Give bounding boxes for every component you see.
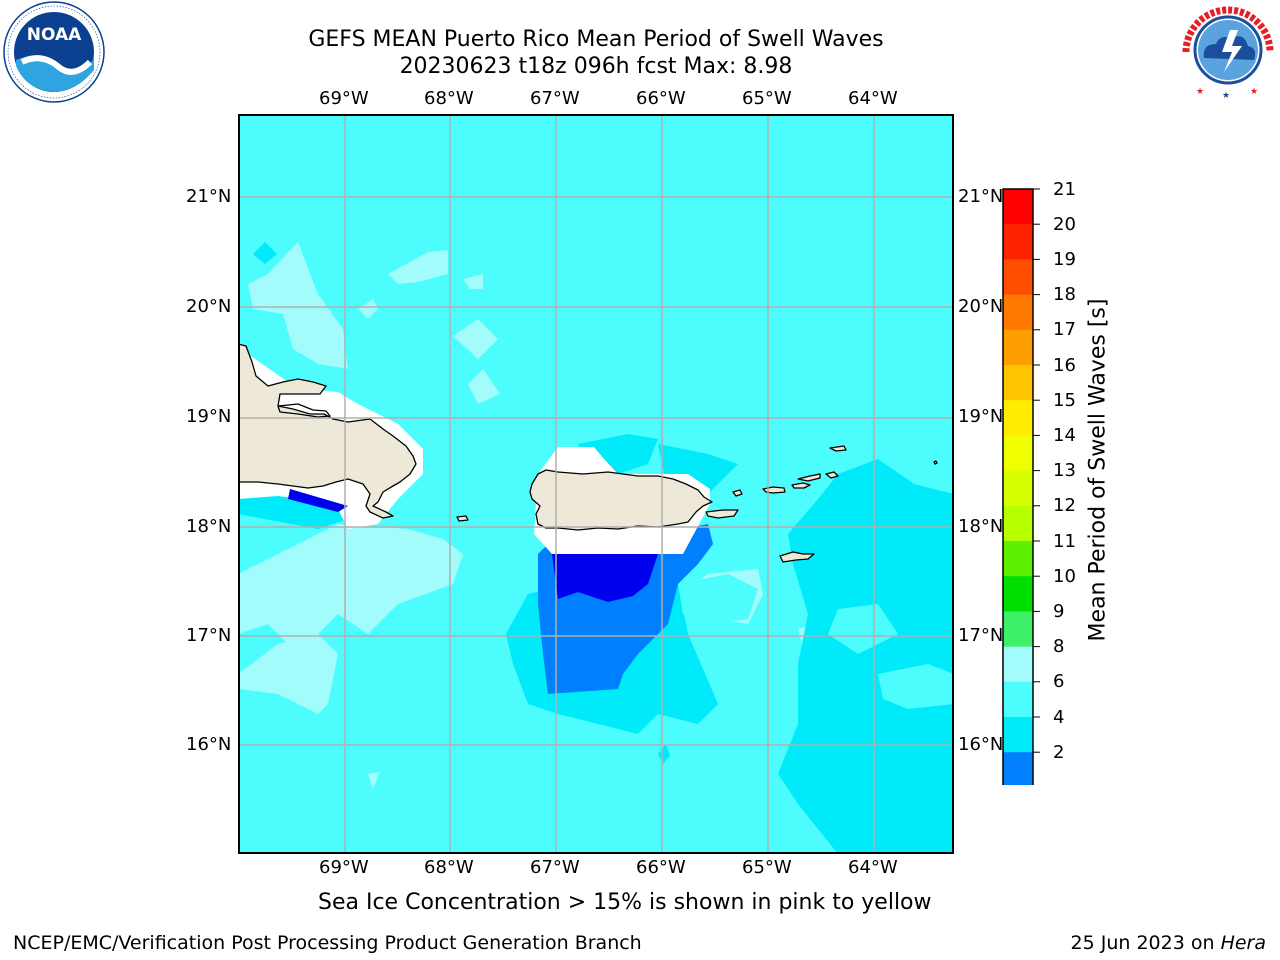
colorbar-segment bbox=[1003, 470, 1033, 507]
lat-label: 16°N bbox=[958, 734, 1004, 755]
colorbar-segment bbox=[1003, 611, 1033, 648]
lon-label: 65°W bbox=[742, 857, 792, 878]
st-croix-island bbox=[779, 551, 815, 563]
colorbar-tick-label: 10 bbox=[1053, 566, 1076, 587]
colorbar-segment bbox=[1003, 224, 1033, 260]
colorbar-segment bbox=[1003, 294, 1033, 331]
lon-label: 66°W bbox=[636, 857, 686, 878]
graticule bbox=[238, 114, 954, 854]
footer-credit: NCEP/EMC/Verification Post Processing Pr… bbox=[13, 932, 642, 954]
lat-label: 20°N bbox=[958, 296, 1004, 317]
st-john-island bbox=[791, 482, 811, 489]
lon-label: 68°W bbox=[424, 857, 474, 878]
colorbar-tick-label: 9 bbox=[1053, 601, 1065, 622]
lat-label: 17°N bbox=[958, 625, 1004, 646]
saba-island bbox=[933, 460, 938, 465]
colorbar-tick-label: 13 bbox=[1053, 460, 1076, 481]
colorbar-tick-label: 12 bbox=[1053, 495, 1076, 516]
svg-text:★: ★ bbox=[1196, 87, 1204, 97]
svg-text:★: ★ bbox=[1250, 87, 1258, 97]
map-border bbox=[238, 114, 954, 854]
virgin-gorda-island bbox=[825, 471, 839, 479]
nws-logo-icon: ★ ★ ★ bbox=[1176, 0, 1280, 104]
chart-title: GEFS MEAN Puerto Rico Mean Period of Swe… bbox=[308, 27, 884, 52]
swell-period-below-2-contour bbox=[552, 554, 658, 602]
footer-date: 25 Jun 2023 on Hera bbox=[1071, 932, 1266, 954]
svg-text:NOAA: NOAA bbox=[27, 25, 82, 45]
colorbar-segment bbox=[1003, 365, 1033, 401]
lon-label: 69°W bbox=[319, 88, 369, 109]
lat-label: 17°N bbox=[186, 625, 232, 646]
lat-label: 16°N bbox=[186, 734, 232, 755]
lon-label: 67°W bbox=[530, 857, 580, 878]
footer-machine: Hera bbox=[1220, 932, 1266, 954]
hispaniola-north-coast bbox=[277, 403, 331, 418]
colorbar-segment bbox=[1003, 646, 1033, 683]
colorbar-tick-label: 16 bbox=[1053, 355, 1076, 376]
lon-label: 67°W bbox=[530, 88, 580, 109]
culebra-island bbox=[732, 489, 743, 497]
lat-label: 21°N bbox=[186, 186, 232, 207]
land-areas bbox=[238, 343, 938, 563]
colorbar bbox=[1000, 185, 1050, 817]
colorbar-segment bbox=[1003, 717, 1033, 753]
lon-label: 64°W bbox=[848, 857, 898, 878]
anegada-island bbox=[829, 445, 847, 452]
st-thomas-island bbox=[762, 486, 786, 494]
puerto-rico bbox=[529, 469, 713, 531]
colorbar-segment bbox=[1003, 505, 1033, 542]
colorbar-tick-label: 18 bbox=[1053, 284, 1076, 305]
lon-label: 64°W bbox=[848, 88, 898, 109]
colorbar-segment bbox=[1003, 259, 1033, 296]
lon-label: 69°W bbox=[319, 857, 369, 878]
chart-subtitle: 20230623 t18z 096h fcst Max: 8.98 bbox=[399, 54, 793, 79]
colorbar-segment bbox=[1003, 435, 1033, 472]
colorbar-tick-label: 14 bbox=[1053, 425, 1076, 446]
noaa-logo-icon: NOAA bbox=[2, 0, 106, 108]
footer-date-text: 25 Jun 2023 on bbox=[1070, 932, 1221, 954]
colorbar-tick-label: 8 bbox=[1053, 636, 1065, 657]
colorbar-segment bbox=[1003, 541, 1033, 577]
colorbar-tick-label: 2 bbox=[1053, 742, 1065, 763]
colorbar-segment bbox=[1003, 576, 1033, 612]
hispaniola bbox=[238, 343, 417, 519]
lat-label: 19°N bbox=[958, 406, 1004, 427]
lon-label: 65°W bbox=[742, 88, 792, 109]
colorbar-segment bbox=[1003, 681, 1033, 718]
vieques-island bbox=[705, 509, 739, 519]
colorbar-tick-label: 20 bbox=[1053, 214, 1076, 235]
colorbar-tick-label: 6 bbox=[1053, 671, 1065, 692]
sea-ice-note: Sea Ice Concentration > 15% is shown in … bbox=[318, 890, 932, 915]
colorbar-tick-label: 4 bbox=[1053, 707, 1065, 728]
lon-label: 68°W bbox=[424, 88, 474, 109]
colorbar-tick-label: 17 bbox=[1053, 319, 1076, 340]
svg-text:★: ★ bbox=[1222, 91, 1230, 100]
lat-label: 19°N bbox=[186, 406, 232, 427]
tortola-island bbox=[797, 473, 821, 482]
colorbar-segment bbox=[1003, 400, 1033, 436]
lat-label: 20°N bbox=[186, 296, 232, 317]
mona-island bbox=[456, 515, 469, 522]
colorbar-tick-label: 21 bbox=[1053, 179, 1076, 200]
colorbar-title: Mean Period of Swell Waves [s] bbox=[1085, 298, 1111, 642]
colorbar-segment bbox=[1003, 329, 1033, 366]
lat-label: 21°N bbox=[958, 186, 1004, 207]
lat-label: 18°N bbox=[186, 516, 232, 537]
colorbar-tick-label: 11 bbox=[1053, 531, 1076, 552]
map-panel bbox=[238, 114, 954, 854]
lat-label: 18°N bbox=[958, 516, 1004, 537]
lon-label: 66°W bbox=[636, 88, 686, 109]
colorbar-segment bbox=[1003, 752, 1033, 788]
colorbar-tick-label: 15 bbox=[1053, 390, 1076, 411]
colorbar-segment bbox=[1003, 189, 1033, 225]
colorbar-tick-label: 19 bbox=[1053, 249, 1076, 270]
